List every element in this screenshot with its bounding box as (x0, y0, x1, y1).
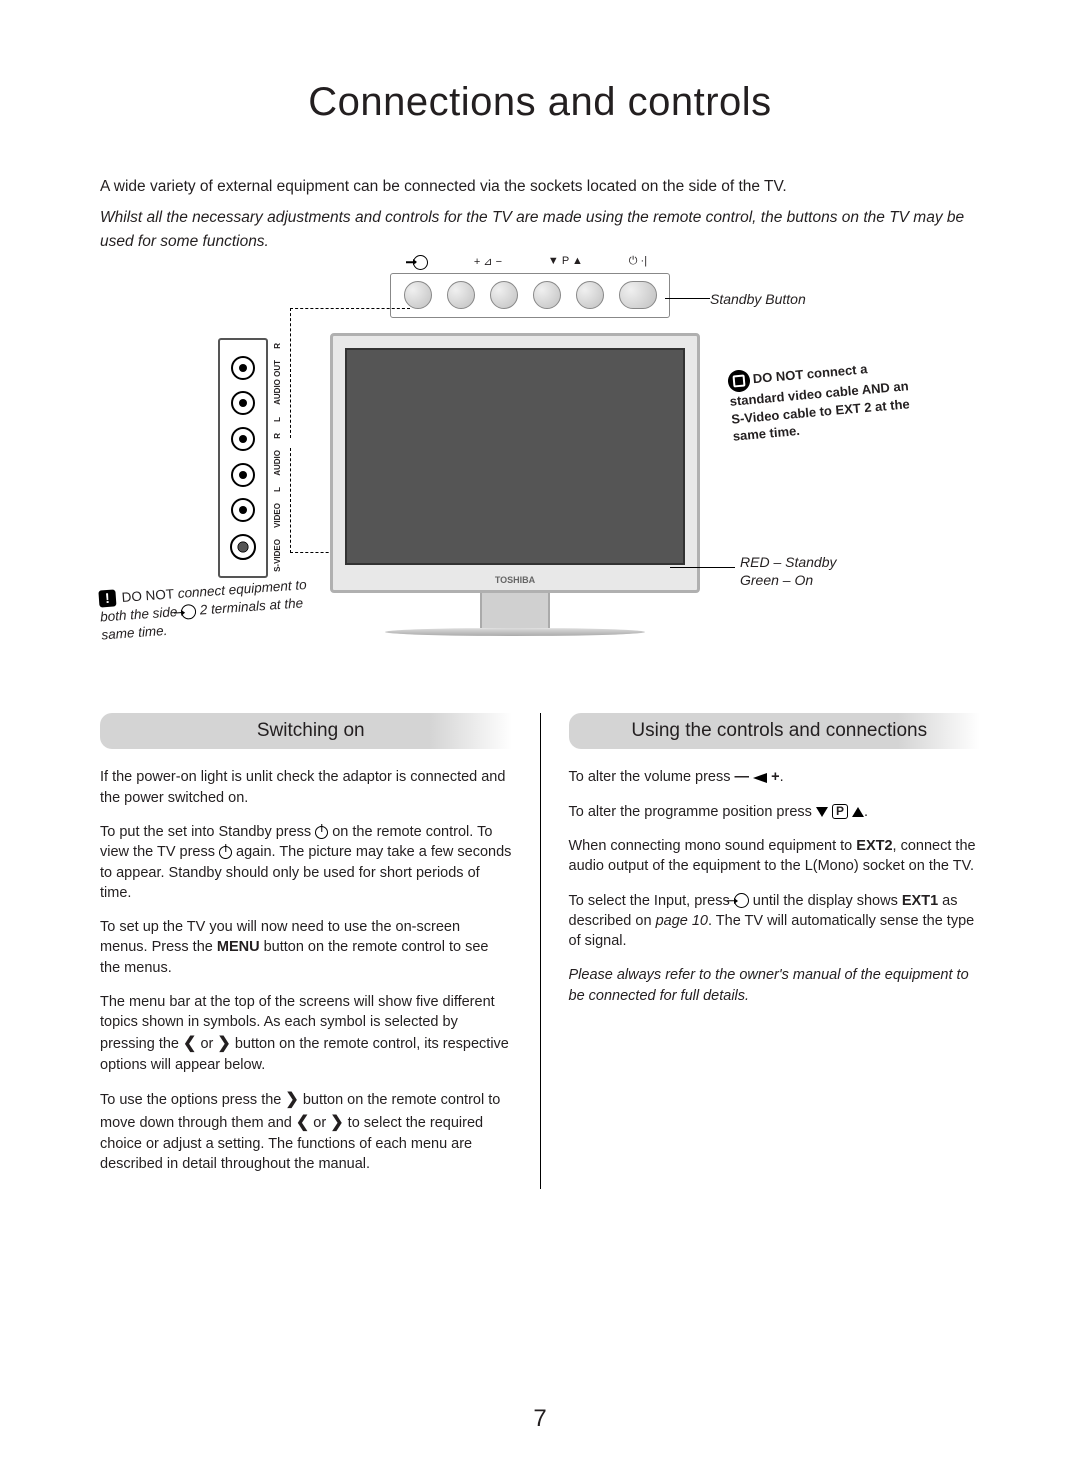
nav-right-icon-2: ❯ (330, 1114, 343, 1131)
jack-audio-out-l (231, 391, 255, 415)
right-p3: When connecting mono sound equipment to … (569, 836, 981, 877)
left-p5: To use the options press the ❯ button on… (100, 1089, 512, 1174)
standby-leader-line (665, 298, 710, 299)
jack-svideo (230, 534, 256, 560)
plug-icon (727, 369, 751, 393)
panel-btn-vol-down (490, 281, 518, 309)
p-icon: P (832, 804, 848, 819)
left-p2a: To put the set into Standby press (100, 824, 315, 840)
standby-button-label: Standby Button (710, 291, 806, 307)
lbl-r1: R (273, 343, 282, 349)
jack-audio-out-r (231, 356, 255, 380)
panel-btn-prog-up (576, 281, 604, 309)
side-connector-panel (218, 338, 268, 578)
callout-left-donot: DO NOT (121, 586, 174, 605)
nav-left-icon-2: ❮ (296, 1114, 309, 1131)
led-red-text: RED – Standby (740, 554, 837, 570)
page-number: 7 (533, 1405, 546, 1433)
lbl-l1: L (273, 417, 282, 422)
diagram: + ⊿ − ▼ P ▲ ⏻ ·| Standby Button R AUDIO … (100, 273, 980, 693)
content-columns: Switching on If the power-on light is un… (100, 713, 980, 1189)
right-p3b: EXT2 (856, 838, 892, 854)
left-section-header: Switching on (100, 713, 512, 750)
btn-label-volume: + ⊿ − (474, 255, 502, 270)
input-icon (734, 893, 749, 908)
nav-right-icon: ❯ (217, 1035, 230, 1052)
right-p1: To alter the volume press — +. (569, 767, 981, 787)
jack-audio-l (231, 463, 255, 487)
right-p2a: To alter the programme position press (569, 804, 816, 820)
right-p4e: page 10 (656, 913, 708, 929)
callout-right: DO NOT connect a standard video cable AN… (727, 355, 913, 445)
intro-block: A wide variety of external equipment can… (100, 175, 980, 253)
intro-p1: A wide variety of external equipment can… (100, 175, 980, 198)
left-p4b: or (196, 1036, 217, 1052)
left-p1: If the power-on light is unlit check the… (100, 767, 512, 808)
left-p5c: or (309, 1115, 330, 1131)
power-icon (315, 826, 328, 839)
side-jack-labels: R AUDIO OUT L R AUDIO L VIDEO S-VIDEO (270, 338, 284, 578)
tv-frame: TOSHIBA (330, 333, 700, 593)
right-p1b: . (780, 769, 784, 785)
tv-brand-label: TOSHIBA (495, 575, 535, 585)
right-p5: Please always refer to the owner's manua… (569, 965, 981, 1006)
left-p3: To set up the TV you will now need to us… (100, 917, 512, 978)
left-p4: The menu bar at the top of the screens w… (100, 992, 512, 1075)
lbl-audio-out: AUDIO OUT (273, 360, 282, 405)
page-title: Connections and controls (100, 80, 980, 125)
tv-stand-neck (480, 593, 550, 628)
button-labels-row: + ⊿ − ▼ P ▲ ⏻ ·| (390, 255, 670, 270)
right-p4c: EXT1 (902, 893, 938, 909)
left-p5a: To use the options press the (100, 1092, 285, 1108)
lbl-audio: AUDIO (273, 450, 282, 476)
lbl-svideo: S-VIDEO (273, 539, 282, 572)
power-icon-2 (219, 846, 232, 859)
intro-p2: Whilst all the necessary adjustments and… (100, 206, 980, 253)
led-status-label: RED – Standby Green – On (740, 553, 837, 589)
right-p1a: To alter the volume press (569, 769, 735, 785)
triangle-up-icon (852, 807, 864, 817)
right-section-header: Using the controls and connections (569, 713, 981, 750)
triangle-down-icon (816, 807, 828, 817)
panel-btn-vol-up (447, 281, 475, 309)
right-column: Using the controls and connections To al… (540, 713, 981, 1189)
lbl-video: VIDEO (273, 503, 282, 528)
btn-label-input (413, 255, 428, 270)
led-leader-line (670, 567, 735, 568)
jack-audio-r (231, 427, 255, 451)
nav-left-icon: ❮ (183, 1035, 196, 1052)
tv-button-panel (390, 273, 670, 318)
led-green-text: Green – On (740, 572, 813, 588)
right-p3a: When connecting mono sound equipment to (569, 838, 857, 854)
plus-glyph: + (771, 769, 779, 785)
left-p3b: MENU (217, 939, 260, 955)
tv-stand-base (385, 628, 645, 636)
minus-glyph: — (735, 769, 750, 785)
jack-video (231, 498, 255, 522)
callout-right-text: DO NOT connect a standard video cable AN… (729, 361, 910, 444)
lbl-l2: L (273, 487, 282, 492)
nav-down-icon: ❯ (285, 1091, 298, 1108)
btn-label-programme: ▼ P ▲ (548, 255, 583, 270)
warn-icon: ! (98, 589, 116, 607)
panel-btn-prog-down (533, 281, 561, 309)
right-p4b: until the display shows (749, 893, 902, 909)
right-p4: To select the Input, press until the dis… (569, 891, 981, 952)
tv-illustration: TOSHIBA (330, 333, 700, 636)
right-p2: To alter the programme position press P … (569, 802, 981, 822)
btn-label-power: ⏻ ·| (629, 255, 647, 270)
input-glyph-icon (181, 604, 197, 620)
panel-btn-standby (619, 281, 657, 309)
lbl-r2: R (273, 433, 282, 439)
right-p2b: . (864, 804, 868, 820)
left-p2: To put the set into Standby press on the… (100, 822, 512, 903)
left-column: Switching on If the power-on light is un… (100, 713, 540, 1189)
callout-left: ! DO NOT connect equipment to both the s… (98, 575, 316, 645)
right-p4a: To select the Input, press (569, 893, 734, 909)
tv-screen (345, 348, 685, 565)
panel-btn-input (404, 281, 432, 309)
volume-icon (753, 773, 767, 783)
